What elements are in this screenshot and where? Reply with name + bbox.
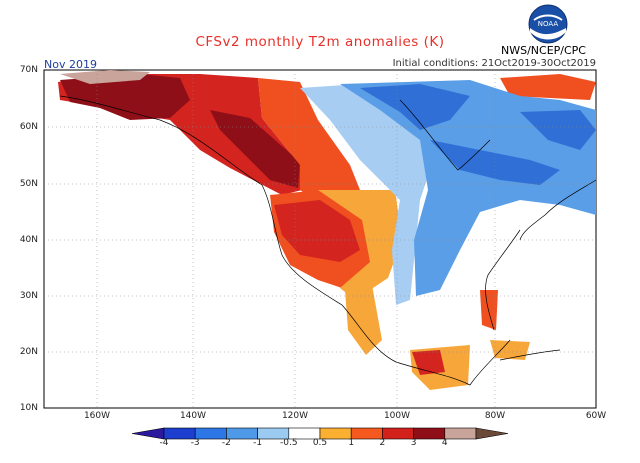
initial-conditions: Initial conditions: 21Oct2019-30Oct2019 bbox=[392, 58, 596, 69]
lon-label-60w: 60W bbox=[585, 411, 607, 421]
colorbar-tick-label: 0.5 bbox=[312, 438, 328, 448]
graticule bbox=[44, 70, 596, 408]
lon-label-100w: 100W bbox=[383, 411, 411, 421]
logo-text: NOAA bbox=[538, 20, 559, 28]
colorbar-tick-label: 2 bbox=[379, 438, 386, 448]
lon-label-160w: 160W bbox=[83, 411, 111, 421]
colorbar-tick-label: 3 bbox=[410, 438, 417, 448]
lat-label-40n: 40N bbox=[19, 235, 38, 245]
colorbar-tick-label: -1 bbox=[253, 438, 263, 448]
colorbar-tick-label: 1 bbox=[348, 438, 355, 448]
lon-label-120w: 120W bbox=[281, 411, 309, 421]
lat-label-60n: 60N bbox=[19, 122, 38, 132]
map-title: CFSv2 monthly T2m anomalies (K) bbox=[195, 34, 445, 50]
colorbar-tick-label: -2 bbox=[221, 438, 231, 448]
colorbar-tick-label: -3 bbox=[190, 438, 200, 448]
lon-label-140w: 140W bbox=[179, 411, 207, 421]
lat-label-50n: 50N bbox=[19, 179, 38, 189]
colorbar-tick-label: 4 bbox=[441, 438, 448, 448]
colorbar-tick-label: -4 bbox=[159, 438, 169, 448]
coastlines bbox=[59, 95, 597, 386]
lat-label-70n: 70N bbox=[19, 65, 38, 75]
lat-label-10n: 10N bbox=[19, 403, 38, 413]
lat-label-30n: 30N bbox=[19, 291, 38, 301]
noaa-logo: NOAA bbox=[528, 4, 568, 44]
lon-label-80w: 80W bbox=[484, 411, 506, 421]
organization-label: NWS/NCEP/CPC bbox=[501, 44, 586, 57]
warm-anomaly-region bbox=[58, 70, 596, 390]
colorbar-tick-label: -0.5 bbox=[280, 438, 298, 448]
lat-label-20n: 20N bbox=[19, 347, 38, 357]
forecast-month: Nov 2019 bbox=[44, 58, 97, 71]
